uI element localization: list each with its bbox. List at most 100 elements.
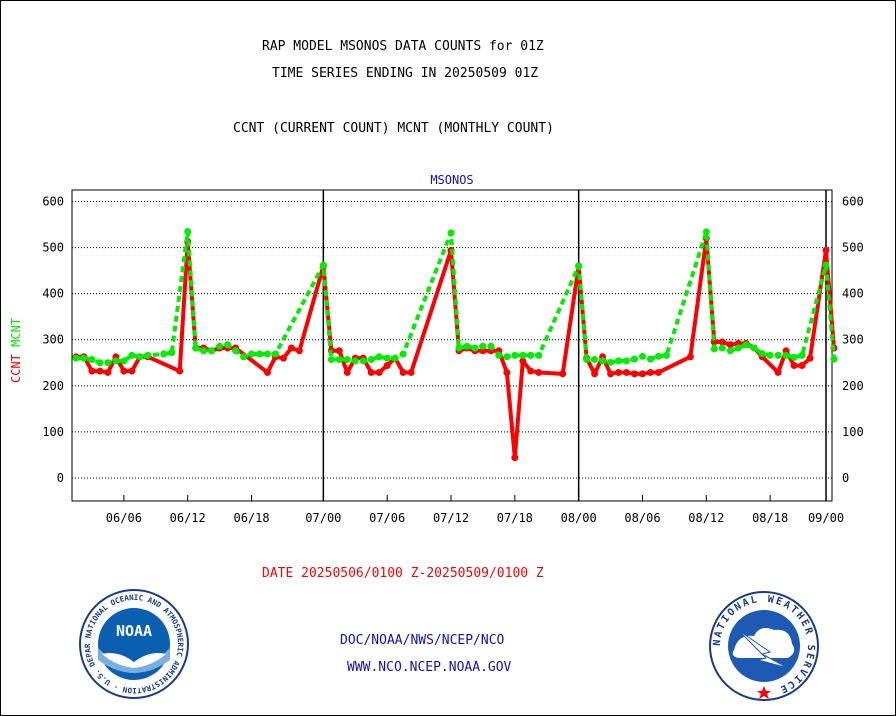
ccnt-point bbox=[279, 354, 287, 362]
mcnt-point bbox=[112, 357, 120, 365]
mcnt-point bbox=[351, 357, 359, 365]
ccnt-point bbox=[527, 367, 535, 375]
y-tick-label-left: 0 bbox=[57, 471, 64, 485]
mcnt-point bbox=[662, 351, 670, 359]
ccnt-point bbox=[343, 368, 351, 376]
mcnt-point bbox=[399, 350, 407, 358]
mcnt-point bbox=[702, 228, 710, 236]
mcnt-point bbox=[343, 356, 351, 364]
ccnt-point bbox=[646, 368, 654, 376]
y-axis-label-ccnt: CCNT bbox=[9, 347, 23, 383]
mcnt-point bbox=[511, 351, 519, 359]
mcnt-point bbox=[104, 359, 112, 367]
ccnt-point bbox=[774, 368, 782, 376]
y-tick-label-right: 200 bbox=[842, 379, 864, 393]
noaa-logo-text: NOAA bbox=[116, 622, 152, 640]
y-tick-label-right: 500 bbox=[842, 241, 864, 255]
mcnt-point bbox=[718, 344, 726, 352]
mcnt-point bbox=[200, 347, 208, 355]
ccnt-point bbox=[790, 362, 798, 370]
x-tick-label: 08/18 bbox=[752, 511, 788, 525]
mcnt-point bbox=[710, 345, 718, 353]
ccnt-point bbox=[367, 368, 375, 376]
mcnt-point bbox=[359, 357, 367, 365]
y-tick-label-right: 0 bbox=[842, 471, 849, 485]
mcnt-point bbox=[160, 350, 168, 358]
mcnt-point bbox=[742, 341, 750, 349]
mcnt-point bbox=[263, 350, 271, 358]
mcnt-point bbox=[479, 342, 487, 350]
mcnt-point bbox=[535, 351, 543, 359]
x-tick-label: 09/00 bbox=[808, 511, 844, 525]
x-tick-label: 07/06 bbox=[369, 511, 405, 525]
ccnt-point bbox=[519, 357, 527, 365]
chart-subtitle: CCNT (CURRENT COUNT) MCNT (MONTHLY COUNT… bbox=[233, 121, 554, 136]
mcnt-point bbox=[224, 341, 232, 349]
org-url: WWW.NCO.NCEP.NOAA.GOV bbox=[347, 660, 512, 675]
mcnt-point bbox=[248, 350, 256, 358]
mcnt-point bbox=[471, 344, 479, 352]
ccnt-point bbox=[631, 370, 639, 378]
mcnt-point bbox=[367, 356, 375, 364]
ccnt-point bbox=[638, 370, 646, 378]
y-tick-label-right: 100 bbox=[842, 425, 864, 439]
mcnt-point bbox=[327, 356, 335, 364]
x-tick-label: 07/12 bbox=[433, 511, 469, 525]
ccnt-point bbox=[399, 368, 407, 376]
mcnt-point bbox=[240, 353, 248, 361]
mcnt-point bbox=[599, 357, 607, 365]
mcnt-point bbox=[503, 353, 511, 361]
ccnt-point bbox=[686, 353, 694, 361]
mcnt-point bbox=[487, 342, 495, 350]
ccnt-point bbox=[335, 347, 343, 355]
ccnt-point bbox=[287, 344, 295, 352]
mcnt-point bbox=[519, 351, 527, 359]
ccnt-point bbox=[718, 338, 726, 346]
mcnt-point bbox=[463, 342, 471, 350]
y-tick-label-right: 600 bbox=[842, 195, 864, 209]
ccnt-point bbox=[176, 367, 184, 375]
ccnt-point bbox=[511, 454, 519, 462]
y-tick-label-left: 100 bbox=[42, 425, 64, 439]
mcnt-point bbox=[271, 350, 279, 358]
x-tick-label: 06/06 bbox=[106, 511, 142, 525]
ccnt-point bbox=[654, 368, 662, 376]
msonos-chart: MSONOS 0 0 100 100 200 200 300 300 400 400 500 500 60… bbox=[9, 173, 864, 525]
mcnt-point bbox=[319, 261, 327, 269]
y-axis-label: CCNT MCNT bbox=[9, 318, 23, 383]
ccnt-point bbox=[726, 341, 734, 349]
mcnt-point bbox=[631, 355, 639, 363]
mcnt-point bbox=[80, 354, 88, 362]
y-tick-label-left: 200 bbox=[42, 379, 64, 393]
nws-logo: NATIONAL WEATHER SERVICE bbox=[709, 591, 819, 701]
mcnt-point bbox=[750, 344, 758, 352]
ccnt-point bbox=[120, 367, 128, 375]
mcnt-point bbox=[623, 357, 631, 365]
mcnt-point bbox=[766, 351, 774, 359]
ccnt-point bbox=[88, 367, 96, 375]
ccnt-point bbox=[559, 370, 567, 378]
ccnt-point bbox=[503, 368, 511, 376]
mcnt-point bbox=[455, 344, 463, 352]
mcnt-point bbox=[136, 353, 144, 361]
mcnt-point bbox=[256, 350, 264, 358]
mcnt-point bbox=[798, 351, 806, 359]
mcnt-point bbox=[527, 351, 535, 359]
mcnt-point bbox=[607, 358, 615, 366]
mcnt-point bbox=[822, 261, 830, 269]
mcnt-point bbox=[144, 351, 152, 359]
ccnt-point bbox=[375, 368, 383, 376]
x-tick-label: 08/06 bbox=[624, 511, 660, 525]
mcnt-point bbox=[638, 352, 646, 360]
x-tick-label: 06/18 bbox=[233, 511, 269, 525]
x-tick-label: 06/12 bbox=[170, 511, 206, 525]
x-tick-label: 08/12 bbox=[688, 511, 724, 525]
ccnt-point bbox=[263, 368, 271, 376]
mcnt-point bbox=[782, 351, 790, 359]
mcnt-point bbox=[184, 227, 192, 235]
mcnt-point bbox=[583, 356, 591, 364]
mcnt-point bbox=[192, 344, 200, 352]
mcnt-point bbox=[391, 354, 399, 362]
mcnt-point bbox=[88, 356, 96, 364]
ccnt-point bbox=[798, 362, 806, 370]
